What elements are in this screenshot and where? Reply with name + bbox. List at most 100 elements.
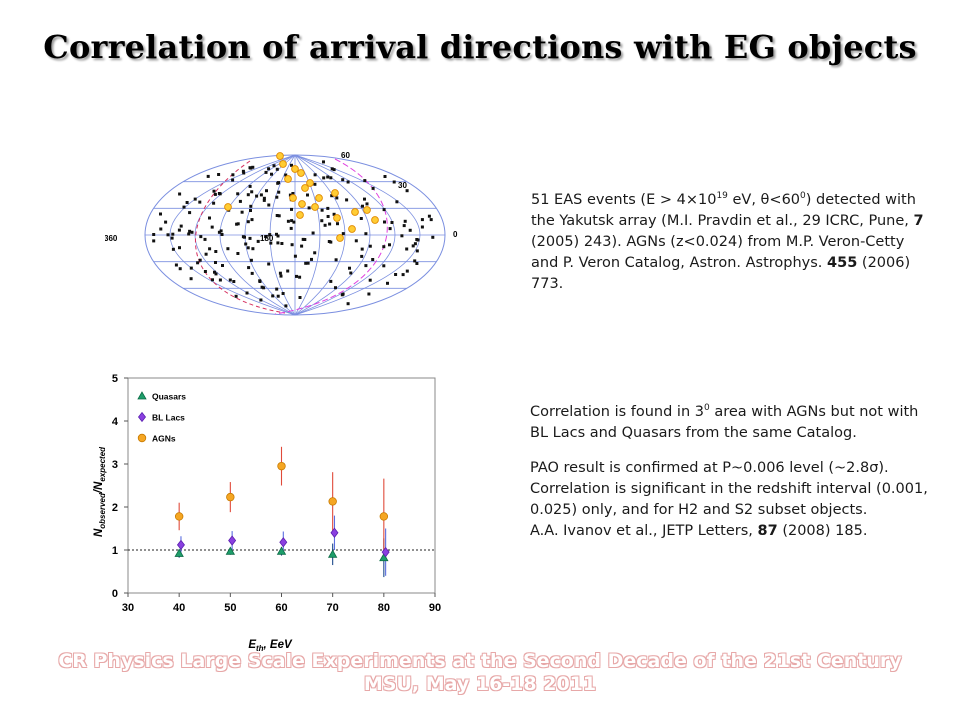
sky-event-point [295, 274, 298, 278]
x-tick-label: 40 [173, 602, 185, 614]
sky-event-point [177, 228, 181, 232]
sky-event-point [269, 241, 273, 245]
sky-event-point [290, 163, 293, 167]
sky-event-point [336, 222, 339, 226]
sky-event-point [243, 235, 246, 239]
sky-event-point [382, 264, 386, 268]
y-tick-label: 4 [112, 416, 119, 428]
sky-event-point [383, 175, 387, 178]
sky-event-point [284, 304, 288, 308]
chart-marks [174, 446, 390, 578]
sky-event-point [420, 218, 424, 222]
sky-agns [224, 152, 379, 242]
sky-label-lon360: 360 [105, 234, 118, 243]
sky-event-point [250, 271, 254, 275]
sky-event-point [300, 244, 304, 248]
legend-label: AGNs [152, 434, 176, 444]
sky-event-point [320, 219, 324, 223]
sky-event-point [228, 278, 232, 282]
sky-event-point [313, 182, 317, 186]
sky-event-point [217, 173, 221, 176]
sky-agn-point [371, 216, 379, 224]
data-point-quasars [276, 546, 287, 555]
footer-date: MSU, May 16-18 2011 [363, 673, 597, 695]
desc1-text-c: ) detected with the Yakutsk array (M.I. … [531, 191, 916, 229]
sky-event-point [203, 270, 207, 273]
sky-event-point [198, 200, 202, 204]
sky-event-point [234, 294, 238, 298]
sky-event-point [327, 240, 331, 243]
sky-agn-point [291, 165, 299, 173]
y-tick-label: 0 [112, 588, 118, 600]
sky-event-point [382, 208, 386, 212]
sky-event-point [334, 258, 338, 262]
y-axis-label: Nobserved/Nexpected [93, 446, 107, 537]
sky-event-point [272, 164, 276, 168]
sky-event-point [171, 247, 175, 251]
sky-label-lon180: 180 [260, 234, 274, 243]
sky-event-point [199, 235, 203, 239]
sky-event-point [231, 173, 235, 177]
sky-event-point [236, 192, 240, 196]
desc1-volume: 7 [913, 212, 924, 229]
sky-event-point [306, 193, 309, 197]
sky-agn-point [298, 200, 306, 208]
y-tick-label: 5 [112, 373, 118, 385]
sky-event-point [204, 252, 208, 256]
y-tick-label: 1 [112, 545, 118, 557]
data-point-quasars [379, 552, 389, 562]
sky-event-point [303, 238, 307, 241]
sky-event-point [246, 246, 250, 250]
sky-event-point [262, 196, 266, 200]
sky-event-point [429, 218, 433, 222]
sky-event-point [179, 224, 183, 228]
sky-event-point [214, 272, 218, 276]
sky-event-point [248, 236, 252, 240]
sky-event-point [392, 180, 396, 184]
sky-event-point [206, 174, 210, 178]
sky-event-point [213, 192, 217, 196]
sky-event-point [220, 233, 224, 236]
sky-event-point [427, 214, 431, 218]
sky-event-point [290, 219, 294, 223]
sky-event-point [267, 262, 271, 266]
sky-event-point [411, 244, 415, 248]
desc2-sup: 0 [703, 403, 710, 413]
data-point-bl-lacs [381, 546, 390, 558]
y-axis-label-sub1: observed [98, 492, 107, 529]
x-axis-label-rest: , EeV [263, 639, 293, 651]
sky-event-point [212, 189, 216, 193]
sky-event-point [247, 266, 251, 270]
slide-title: Correlation of arrival directions with E… [43, 28, 917, 66]
sky-agn-point [348, 225, 356, 233]
desc2-text-b: area with AGNs but not with BL Lacs and … [530, 403, 919, 441]
sky-event-point [244, 242, 248, 246]
sky-event-point [164, 220, 168, 224]
sky-event-point [383, 220, 386, 224]
sky-event-point [260, 285, 264, 289]
sky-event-point [166, 233, 170, 237]
sky-event-point [268, 233, 272, 237]
desc1-sup: 19 [716, 191, 728, 201]
footer-conference: CR Physics Large Scale Experiments at th… [58, 650, 902, 672]
sky-event-point [340, 293, 344, 297]
sky-event-point [267, 167, 271, 171]
sky-event-point [170, 236, 174, 240]
sky-event-point [405, 189, 409, 193]
sky-event-point [190, 230, 194, 234]
sky-event-point [271, 294, 275, 298]
desc2-ref-volume: 87 [757, 522, 778, 539]
sky-event-point [276, 181, 280, 185]
sky-event-point [264, 235, 268, 239]
sky-event-point [289, 226, 293, 230]
sky-event-point [360, 247, 364, 251]
data-point-agns [328, 497, 337, 506]
legend-marker [137, 411, 147, 423]
sky-agn-point [331, 189, 339, 197]
sky-event-point [276, 241, 280, 245]
sky-event-point [246, 220, 250, 224]
sky-event-point [367, 292, 371, 296]
desc2-ref-a: A.A. Ivanov et al., JETP Letters, [530, 522, 758, 539]
sky-event-point [298, 296, 302, 299]
